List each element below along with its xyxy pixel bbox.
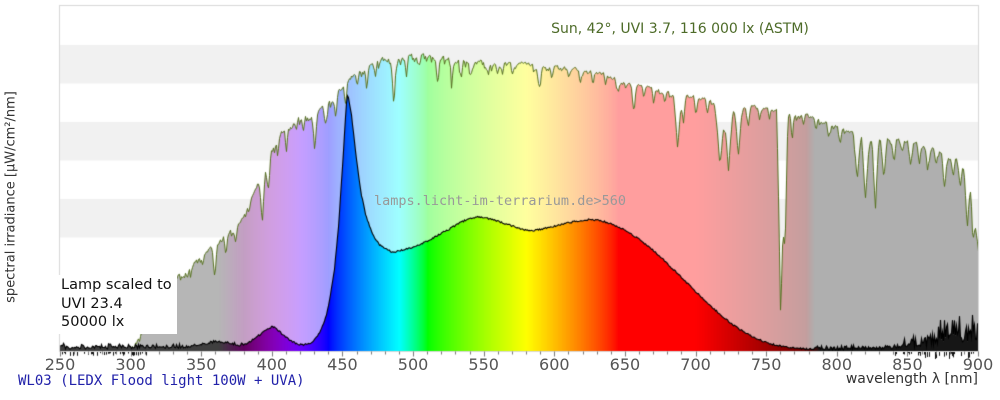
x-tick-label: 650 bbox=[609, 355, 641, 374]
lamp-scale-note: Lamp scaled to UVI 23.4 50000 lx bbox=[58, 275, 177, 334]
x-tick-label: 500 bbox=[397, 355, 429, 374]
watermark-text: lamps.licht-im-terrarium.de>560 bbox=[374, 193, 626, 209]
x-tick-label: 900 bbox=[962, 355, 994, 374]
y-axis-label: spectral irradiance [µW/cm²/nm] bbox=[3, 91, 19, 303]
lamp-scale-note-line1: Lamp scaled to bbox=[61, 277, 172, 293]
x-tick-label: 700 bbox=[680, 355, 711, 374]
x-tick-label: 750 bbox=[750, 355, 782, 374]
x-tick-label: 250 bbox=[44, 355, 76, 374]
sun-reference-label: Sun, 42°, UVI 3.7, 116 000 lx (ASTM) bbox=[551, 21, 809, 37]
x-tick-label: 300 bbox=[115, 355, 146, 374]
lamp-scale-note-line2: UVI 23.4 bbox=[61, 295, 123, 312]
x-axis-label: wavelength λ [nm] bbox=[845, 371, 978, 387]
lamp-scale-note-line3: 50000 lx bbox=[61, 314, 125, 330]
x-tick-label: 550 bbox=[468, 355, 499, 374]
x-tick-label: 850 bbox=[892, 355, 923, 374]
x-tick-label: 450 bbox=[327, 355, 358, 374]
lamp-name-label: WL03 (LEDX Flood light 100W + UVA) bbox=[18, 373, 305, 389]
x-tick-label: 400 bbox=[256, 355, 288, 374]
x-tick-label: 350 bbox=[185, 355, 217, 374]
x-tick-label: 800 bbox=[821, 355, 853, 374]
x-tick-label: 600 bbox=[539, 355, 570, 374]
